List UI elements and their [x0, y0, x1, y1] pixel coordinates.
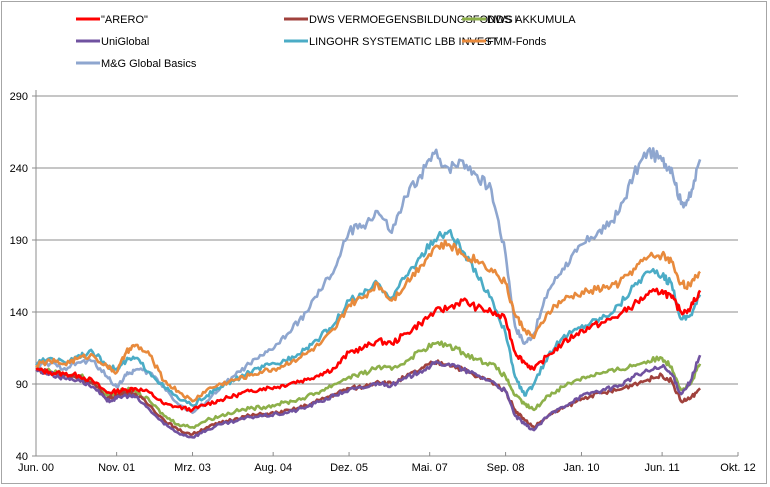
y-tick-label: 140: [10, 307, 28, 319]
x-tick-label: Jun. 00: [18, 462, 54, 474]
series-line-6: [34, 147, 702, 415]
y-axis-ticks: 40 90 140 190 240 290: [10, 91, 36, 463]
legend-label: "ARERO": [101, 14, 148, 26]
legend: "ARERO" DWS VERMOEGENSBILDUNGSFONDS IDWS …: [76, 14, 576, 70]
legend-item: DWS AKKUMULA: [462, 14, 576, 26]
legend-label: LINGOHR SYSTEMATIC LBB INVEST: [309, 36, 499, 48]
x-axis-ticks: Jun. 00 Nov. 01 Mrz. 03 Aug. 04 Dez. 05 Mai. …: [18, 452, 756, 474]
legend-label: UniGlobal: [101, 36, 149, 48]
legend-item: "ARERO": [76, 14, 148, 26]
legend-item: DWS VERMOEGENSBILDUNGSFONDS I: [284, 14, 517, 26]
x-tick-label: Okt. 12: [720, 462, 755, 474]
gridlines: [36, 95, 738, 385]
legend-item: FMM-Fonds: [462, 36, 547, 48]
series-line-2: [35, 340, 702, 430]
series-line-3: [35, 354, 702, 439]
legend-item: LINGOHR SYSTEMATIC LBB INVEST: [284, 36, 499, 48]
y-tick-label: 240: [10, 163, 28, 175]
series-line-0: [35, 287, 702, 413]
legend-label: M&G Global Basics: [101, 58, 197, 70]
y-tick-label: 40: [16, 451, 28, 463]
x-tick-label: Mai. 07: [412, 462, 448, 474]
x-tick-label: Sep. 08: [487, 462, 525, 474]
series-line-5: [35, 239, 701, 403]
legend-item: M&G Global Basics: [76, 58, 197, 70]
x-tick-label: Jan. 10: [563, 462, 599, 474]
legend-label: FMM-Fonds: [487, 36, 547, 48]
x-tick-label: Mrz. 03: [174, 462, 211, 474]
y-tick-label: 90: [16, 379, 28, 391]
series-line-4: [35, 229, 702, 407]
legend-item: UniGlobal: [76, 36, 149, 48]
legend-label: DWS VERMOEGENSBILDUNGSFONDS I: [309, 14, 517, 26]
y-tick-label: 190: [10, 235, 28, 247]
y-tick-label: 290: [10, 91, 28, 103]
x-tick-label: Nov. 01: [98, 462, 135, 474]
axes: [35, 90, 738, 457]
x-tick-label: Jun. 11: [644, 462, 679, 474]
x-tick-label: Aug. 04: [254, 462, 292, 474]
x-tick-label: Dez. 05: [330, 462, 368, 474]
series-lines: [34, 147, 702, 439]
legend-label: DWS AKKUMULA: [487, 14, 576, 26]
